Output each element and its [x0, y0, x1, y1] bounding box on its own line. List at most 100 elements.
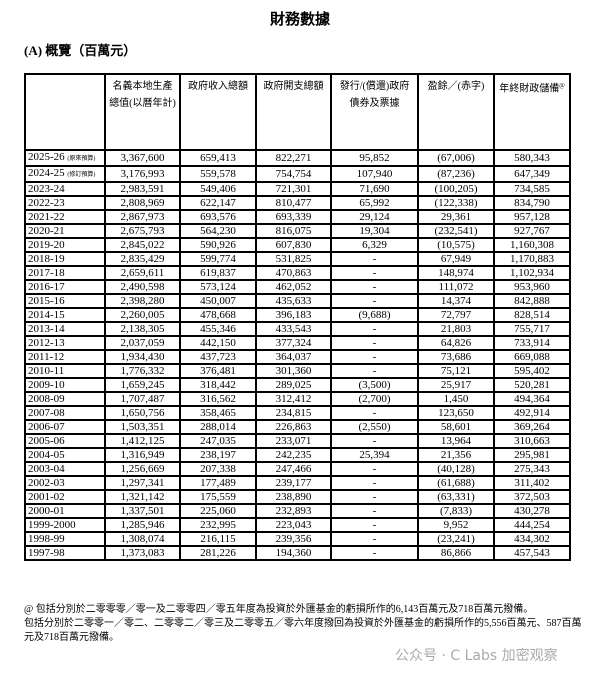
- cell-bonds: -: [330, 363, 419, 379]
- cell-expenditure: 194,360: [255, 545, 332, 561]
- year-label: 2005-06: [28, 435, 65, 447]
- cell-revenue: 693,576: [179, 209, 257, 225]
- cell-year: 2004-05: [24, 447, 106, 463]
- cell-revenue: 358,465: [179, 405, 257, 421]
- table-row: 2016-17 2,490,598 573,124 462,052-111,072 95…: [24, 279, 571, 295]
- cell-gdp: 1,934,430: [104, 349, 181, 365]
- cell-surplus: 86,866: [417, 545, 495, 561]
- table-row: 2018-19 2,835,429 599,774 531,825-67,949 1,1…: [24, 251, 571, 267]
- cell-bonds: (9,688): [330, 307, 419, 323]
- cell-surplus: 21,803: [417, 321, 495, 337]
- cell-surplus: 25,917: [417, 377, 495, 393]
- cell-revenue: 376,481: [179, 363, 257, 379]
- cell-revenue: 216,115: [179, 531, 257, 547]
- cell-reserves: 430,278: [493, 503, 571, 519]
- cell-surplus: 75,121: [417, 363, 495, 379]
- cell-expenditure: 242,235: [255, 447, 332, 463]
- cell-gdp: 2,845,022: [104, 237, 181, 253]
- cell-year: 2021-22: [24, 209, 106, 225]
- header-reserves: 年終財政儲備@: [493, 73, 571, 151]
- cell-surplus: (100,205): [417, 181, 495, 197]
- cell-year: 2014-15: [24, 307, 106, 323]
- year-label: 2010-11: [28, 365, 65, 377]
- cell-year: 2008-09: [24, 391, 106, 407]
- section-heading: (A) 概覽（百萬元）: [24, 43, 137, 58]
- cell-surplus: 148,974: [417, 265, 495, 281]
- cell-expenditure: 233,071: [255, 433, 332, 449]
- cell-gdp: 1,316,949: [104, 447, 181, 463]
- cell-bonds: -: [330, 265, 419, 281]
- cell-year: 2011-12: [24, 349, 106, 365]
- cell-expenditure: 754,754: [255, 165, 332, 183]
- cell-expenditure: 301,360: [255, 363, 332, 379]
- cell-reserves: 372,503: [493, 489, 571, 505]
- cell-gdp: 1,503,351: [104, 419, 181, 435]
- cell-year: 2020-21: [24, 223, 106, 239]
- cell-year: 2023-24: [24, 181, 106, 197]
- year-label: 2000-01: [28, 505, 65, 517]
- cell-reserves: 669,088: [493, 349, 571, 365]
- cell-revenue: 318,442: [179, 377, 257, 393]
- cell-surplus: 13,964: [417, 433, 495, 449]
- cell-gdp: 1,256,669: [104, 461, 181, 477]
- table-row: 2008-09 1,707,487 316,562 312,412 (2,700) 1,4…: [24, 391, 571, 407]
- cell-gdp: 1,776,332: [104, 363, 181, 379]
- cell-gdp: 1,412,125: [104, 433, 181, 449]
- year-label: 2001-02: [28, 491, 65, 503]
- cell-revenue: 232,995: [179, 517, 257, 533]
- cell-expenditure: 232,893: [255, 503, 332, 519]
- cell-year: 2025-26 (原來預算): [24, 149, 106, 167]
- cell-bonds: 29,124: [330, 209, 419, 225]
- cell-year: 2007-08: [24, 405, 106, 421]
- cell-expenditure: 816,075: [255, 223, 332, 239]
- cell-revenue: 225,060: [179, 503, 257, 519]
- cell-expenditure: 223,043: [255, 517, 332, 533]
- cell-reserves: 734,585: [493, 181, 571, 197]
- cell-surplus: (87,236): [417, 165, 495, 183]
- cell-revenue: 478,668: [179, 307, 257, 323]
- cell-gdp: 2,490,598: [104, 279, 181, 295]
- cell-revenue: 549,406: [179, 181, 257, 197]
- cell-year: 2015-16: [24, 293, 106, 309]
- cell-bonds: -: [330, 461, 419, 477]
- year-label: 2022-23: [28, 197, 65, 209]
- cell-surplus: 29,361: [417, 209, 495, 225]
- table-header-row: 名義本地生產總值(以曆年計) 政府收入總額 政府開支總額 發行/(償還)政府債券…: [24, 73, 571, 151]
- year-label: 1998-99: [28, 533, 65, 545]
- header-gdp: 名義本地生產總值(以曆年計): [104, 73, 181, 151]
- cell-revenue: 316,562: [179, 391, 257, 407]
- cell-reserves: 647,349: [493, 165, 571, 183]
- table-row: 2007-08 1,650,756 358,465 234,815-123,650 49…: [24, 405, 571, 421]
- header-reserves-label: 年終財政儲備: [499, 83, 560, 95]
- cell-year: 2009-10: [24, 377, 106, 393]
- cell-year: 2002-03: [24, 475, 106, 491]
- cell-reserves: 444,254: [493, 517, 571, 533]
- cell-revenue: 175,559: [179, 489, 257, 505]
- table-row: 1999-2000 1,285,946 232,995 223,043-9,952 44…: [24, 517, 571, 533]
- table-row: 1997-98 1,373,083 281,226 194,360-86,866 457…: [24, 545, 571, 561]
- cell-gdp: 1,321,142: [104, 489, 181, 505]
- cell-year: 2019-20: [24, 237, 106, 253]
- cell-gdp: 1,337,501: [104, 503, 181, 519]
- cell-gdp: 2,808,969: [104, 195, 181, 211]
- cell-bonds: -: [330, 279, 419, 295]
- cell-gdp: 1,707,487: [104, 391, 181, 407]
- cell-year: 2022-23: [24, 195, 106, 211]
- cell-bonds: 25,394: [330, 447, 419, 463]
- year-label: 2007-08: [28, 407, 65, 419]
- cell-gdp: 2,138,305: [104, 321, 181, 337]
- year-label: 2003-04: [28, 463, 65, 475]
- cell-surplus: 123,650: [417, 405, 495, 421]
- cell-gdp: 1,308,074: [104, 531, 181, 547]
- header-expenditure: 政府開支總額: [255, 73, 332, 151]
- year-label: 2018-19: [28, 253, 65, 265]
- cell-revenue: 559,578: [179, 165, 257, 183]
- cell-gdp: 2,398,280: [104, 293, 181, 309]
- cell-expenditure: 247,466: [255, 461, 332, 477]
- cell-reserves: 1,170,883: [493, 251, 571, 267]
- year-note: (原來預算): [67, 156, 96, 162]
- cell-reserves: 457,543: [493, 545, 571, 561]
- cell-revenue: 442,150: [179, 335, 257, 351]
- cell-reserves: 520,281: [493, 377, 571, 393]
- table-row: 2011-12 1,934,430 437,723 364,037-73,686 669…: [24, 349, 571, 365]
